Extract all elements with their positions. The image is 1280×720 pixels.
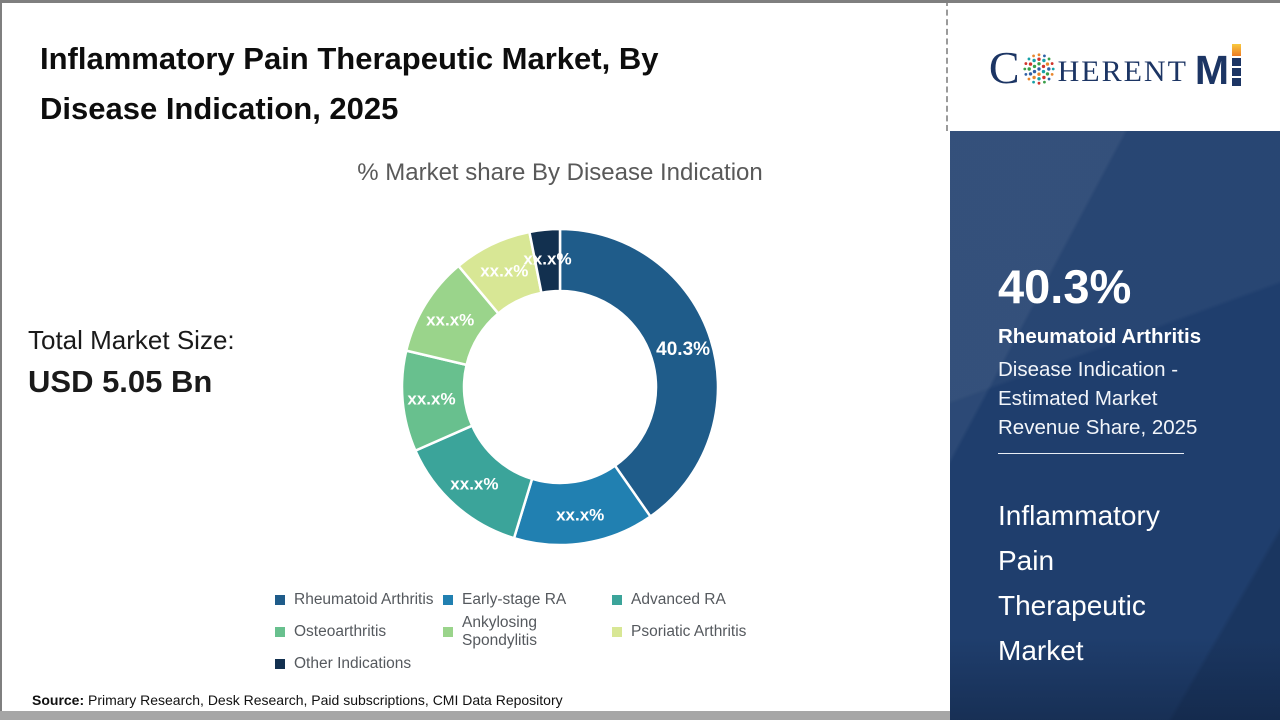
legend-swatch [443, 595, 453, 605]
legend-label: Osteoarthritis [294, 623, 387, 640]
stat-title: Rheumatoid Arthritis [998, 325, 1202, 348]
frame-left-edge [0, 0, 2, 720]
legend-item-early-stage-ra: Early-stage RA [443, 584, 612, 616]
market-name: Inflammatory Pain Therapeutic Market [998, 500, 1160, 666]
logo-area: C HERENT M [950, 0, 1280, 131]
total-market-size: Total Market Size: USD 5.05 Bn [28, 325, 235, 400]
legend-item-osteoarthritis: Osteoarthritis [275, 616, 443, 648]
source-note: Source: Primary Research, Desk Research,… [32, 692, 563, 708]
donut-segment-label: xx.x% [407, 390, 455, 409]
donut-segment-label: xx.x% [556, 505, 604, 524]
chart-subtitle: % Market share By Disease Indication [357, 159, 763, 186]
legend-swatch [275, 627, 285, 637]
legend-item-ankylosing-spondylitis: Ankylosing Spondylitis [443, 614, 612, 649]
donut-segment-label: xx.x% [450, 474, 498, 493]
legend-label: Ankylosing Spondylitis [462, 614, 537, 649]
legend-label: Advanced RA [631, 591, 726, 608]
donut-segment-label: xx.x% [426, 310, 474, 329]
logo-letter-c: C [988, 42, 1020, 93]
source-text: Primary Research, Desk Research, Paid su… [84, 692, 563, 708]
stat-value: 40.3% [998, 260, 1132, 313]
legend-item-advanced-ra: Advanced RA [612, 584, 746, 616]
donut-segment-rheumatoid-arthritis [558, 227, 720, 518]
legend-swatch [275, 595, 285, 605]
coherentmi-logo: C HERENT M [988, 42, 1242, 93]
legend-swatch [612, 627, 622, 637]
legend-swatch [275, 659, 285, 669]
panel-divider [998, 453, 1184, 454]
legend-swatch [612, 595, 622, 605]
legend-item-other-indications: Other Indications [275, 648, 443, 680]
globe-dots-icon [1022, 53, 1055, 85]
page-title-line2: Disease Indication, 2025 [40, 91, 399, 126]
side-panel: 40.3% Rheumatoid Arthritis Disease Indic… [950, 131, 1280, 720]
legend-label: Psoriatic Arthritis [631, 623, 747, 640]
donut-segment-label: xx.x% [480, 262, 528, 281]
page-title: Inflammatory Pain Therapeutic Market, By… [40, 34, 910, 134]
page-title-line1: Inflammatory Pain Therapeutic Market, By [40, 41, 659, 76]
donut-segment-label: xx.x% [523, 250, 571, 269]
logo-i-bar [1232, 44, 1242, 86]
stat-description: Disease Indication - Estimated Market Re… [998, 358, 1198, 439]
frame-bottom-bar [0, 711, 950, 720]
dashed-separator [946, 0, 948, 131]
source-label: Source: [32, 692, 85, 708]
legend-swatch [443, 627, 453, 637]
legend-label: Early-stage RA [462, 591, 567, 608]
donut-segment-other-indications [528, 227, 562, 295]
legend-label: Other Indications [294, 655, 412, 672]
legend-label: Rheumatoid Arthritis [294, 591, 434, 608]
donut-chart: 40.3%xx.x%xx.x%xx.x%xx.x%xx.x%xx.x% [400, 227, 720, 547]
logo-letter-m: M [1194, 47, 1230, 93]
logo-i-orange-cap [1232, 44, 1242, 56]
legend-item-rheumatoid-arthritis: Rheumatoid Arthritis [275, 584, 443, 616]
total-market-size-value: USD 5.05 Bn [28, 364, 213, 399]
chart-legend: Rheumatoid Arthritis Early-stage RA Advanc… [275, 584, 746, 680]
total-market-size-label: Total Market Size: [28, 325, 235, 355]
frame-top-edge [0, 0, 1280, 3]
donut-segment-label: 40.3% [656, 339, 710, 360]
legend-item-psoriatic-arthritis: Psoriatic Arthritis [612, 616, 746, 648]
logo-letters-herent: HERENT [1057, 55, 1188, 88]
